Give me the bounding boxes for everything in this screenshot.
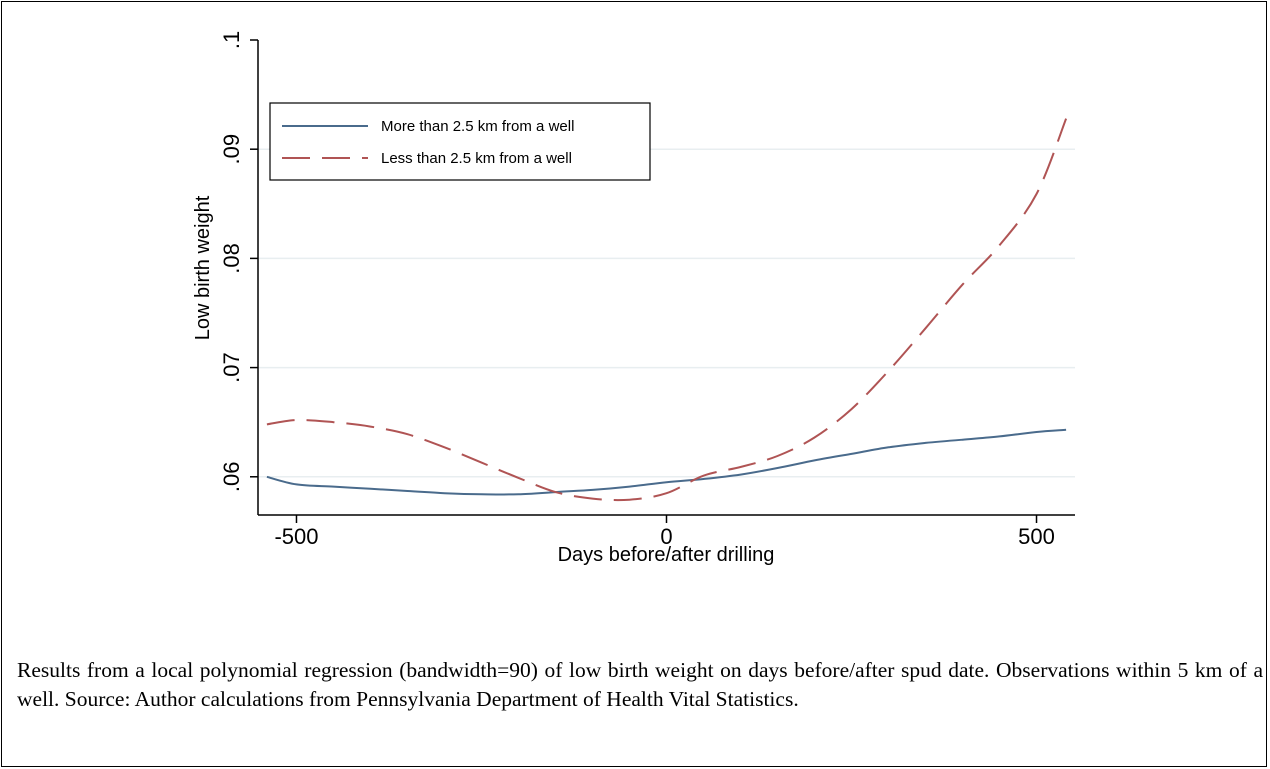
line-chart: .06 .07 .08 .09 .1 -500 0 500 Days before/after…	[192, 31, 1075, 566]
y-tick-label: .07	[219, 352, 244, 383]
y-tick-label: .1	[219, 31, 244, 49]
legend-label-series-2: Less than 2.5 km from a well	[381, 150, 572, 167]
series-line-1	[266, 428, 1067, 496]
y-axis-title: Low birth weight	[192, 195, 214, 340]
figure-caption: Results from a local polynomial regressi…	[17, 658, 1263, 711]
x-tick-label: 500	[1018, 524, 1055, 549]
y-tick-label: .09	[219, 134, 244, 165]
x-tick-label: 0	[660, 524, 672, 549]
y-tick-label: .06	[219, 461, 244, 492]
series	[266, 118, 1068, 502]
series-line-2	[266, 118, 1068, 502]
gridlines	[258, 148, 1075, 478]
legend-label-series-1: More than 2.5 km from a well	[381, 118, 574, 135]
ticks: .06 .07 .08 .09 .1 -500 0 500	[219, 31, 1055, 549]
legend-box	[269, 102, 651, 181]
y-tick-label: .08	[219, 243, 244, 274]
x-tick-label: -500	[274, 524, 318, 549]
x-axis-title: Days before/after drilling	[558, 544, 775, 566]
legend: More than 2.5 km from a well Less than 2…	[269, 102, 651, 181]
